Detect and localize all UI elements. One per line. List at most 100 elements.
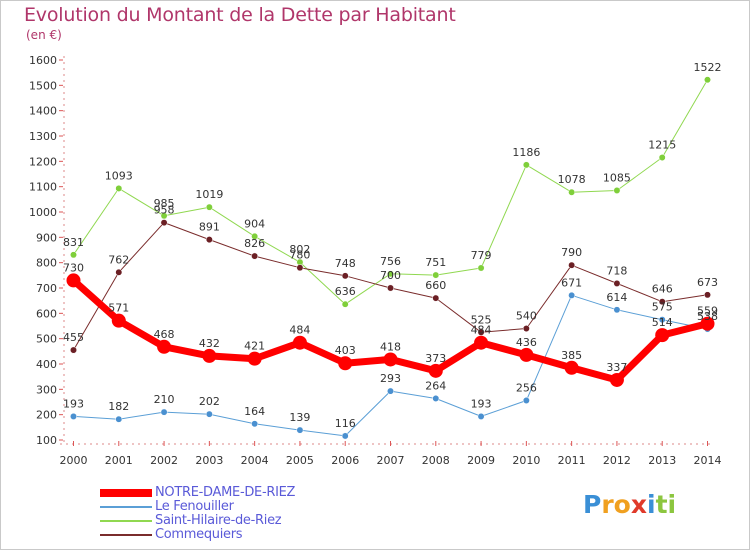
data-label: 904 [244,217,265,230]
data-point [613,187,621,194]
data-point [658,316,666,324]
data-label: 1215 [648,139,676,152]
data-label: 751 [425,256,446,269]
y-tick-label: 300 [36,383,57,396]
data-label: 636 [335,285,356,298]
y-tick-label: 1100 [29,181,57,194]
data-point [477,328,485,336]
data-label: 264 [425,379,446,392]
data-point [160,219,168,227]
data-point [157,339,172,354]
data-label: 385 [561,349,582,362]
data-label: 1093 [105,169,133,182]
data-label: 756 [380,255,401,268]
data-label: 403 [335,344,356,357]
data-point [341,432,349,440]
data-label: 780 [289,249,310,262]
data-point [205,410,213,418]
y-tick-label: 1000 [29,206,57,219]
legend-swatch [100,489,152,497]
data-label: 373 [425,352,446,365]
x-tick-label: 2006 [331,454,359,467]
data-label: 571 [108,302,129,315]
data-label: 671 [561,276,582,289]
data-point [202,348,217,363]
data-point [247,351,262,366]
data-point [428,363,443,378]
data-point [205,236,213,244]
data-point [387,284,394,292]
data-point [704,76,711,84]
logo-letter: P [583,490,602,519]
data-label: 116 [335,417,356,430]
chart-subtitle: (en €) [26,28,62,42]
data-point [70,251,77,259]
data-point [251,232,259,240]
x-tick-label: 2005 [286,454,314,467]
logo-letter: i [667,490,677,519]
y-tick-label: 1500 [29,79,57,92]
data-point [477,264,485,272]
legend-label: Le Fenouiller [155,499,234,514]
data-label: 985 [154,197,175,210]
data-label: 559 [697,305,718,318]
data-point [568,261,576,269]
data-label: 256 [516,381,537,394]
y-tick-label: 1200 [29,155,57,168]
y-tick-label: 900 [36,231,57,244]
data-point [568,291,576,299]
y-tick-label: 1300 [29,130,57,143]
data-label: 646 [652,283,673,296]
x-tick-label: 2007 [377,454,405,467]
data-label: 826 [244,237,265,250]
data-point [160,408,168,416]
data-label: 525 [471,313,492,326]
data-label: 540 [516,310,537,323]
x-tick-label: 2003 [195,454,223,467]
data-point [519,347,534,362]
data-label: 1085 [603,171,631,184]
x-tick-label: 2012 [603,454,631,467]
data-label: 293 [380,372,401,385]
data-point [160,212,168,220]
logo-letter: x [630,490,647,519]
data-point [522,397,530,404]
data-point [341,272,349,280]
data-point [613,306,621,314]
x-tick-label: 2010 [512,454,540,467]
x-tick-label: 2008 [422,454,450,467]
data-label: 730 [63,261,84,274]
data-label: 538 [697,310,718,323]
data-point [704,291,711,299]
proxiti-logo: Proxiti [583,490,676,519]
data-label: 748 [335,257,356,270]
data-point [115,268,123,276]
chart-title: Evolution du Montant de la Dette par Hab… [24,4,456,26]
logo-letter: r [601,490,614,519]
data-point [655,328,670,343]
x-tick-label: 2002 [150,454,178,467]
y-tick-label: 500 [36,333,57,346]
data-point [66,273,81,288]
data-point [658,154,666,161]
chart-series [66,76,715,440]
legend-label: Commequiers [155,527,243,542]
x-tick-label: 2013 [648,454,676,467]
data-label: 1522 [694,61,722,74]
legend-swatch [100,506,152,508]
data-point [564,360,579,375]
y-tick-label: 400 [36,358,57,371]
legend-label: Saint-Hilaire-de-Riez [155,513,282,528]
x-tick-label: 2014 [694,454,722,467]
data-point [251,420,259,428]
data-label: 779 [471,249,492,262]
x-tick-label: 2004 [241,454,269,467]
logo-letter: o [613,490,631,519]
data-point [522,161,530,169]
data-label: 762 [108,253,129,266]
data-point [387,387,394,395]
data-point [205,203,213,211]
data-point [111,313,126,328]
